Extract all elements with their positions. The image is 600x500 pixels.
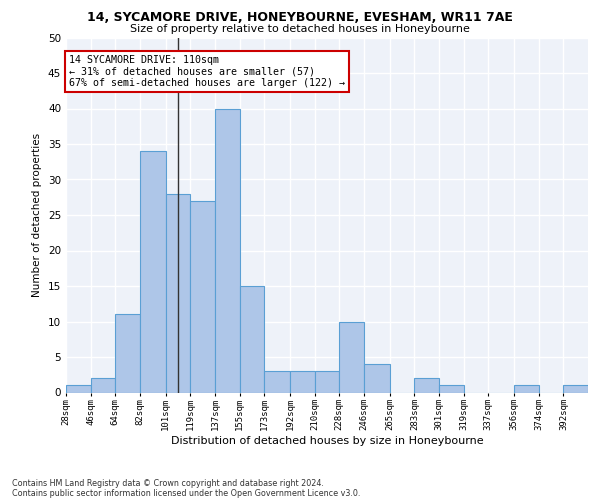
- Bar: [91, 378, 115, 392]
- Bar: [364, 364, 390, 392]
- Bar: [239, 286, 264, 393]
- Bar: [339, 322, 364, 392]
- Bar: [66, 386, 91, 392]
- Bar: [315, 371, 339, 392]
- Y-axis label: Number of detached properties: Number of detached properties: [32, 133, 43, 297]
- Bar: [140, 151, 166, 392]
- Text: 14, SYCAMORE DRIVE, HONEYBOURNE, EVESHAM, WR11 7AE: 14, SYCAMORE DRIVE, HONEYBOURNE, EVESHAM…: [87, 11, 513, 24]
- Bar: [190, 201, 215, 392]
- X-axis label: Distribution of detached houses by size in Honeybourne: Distribution of detached houses by size …: [170, 436, 484, 446]
- Text: Contains HM Land Registry data © Crown copyright and database right 2024.: Contains HM Land Registry data © Crown c…: [12, 478, 324, 488]
- Text: 14 SYCAMORE DRIVE: 110sqm
← 31% of detached houses are smaller (57)
67% of semi-: 14 SYCAMORE DRIVE: 110sqm ← 31% of detac…: [69, 55, 345, 88]
- Bar: [439, 386, 464, 392]
- Bar: [563, 386, 588, 392]
- Bar: [514, 386, 539, 392]
- Bar: [290, 371, 315, 392]
- Bar: [264, 371, 290, 392]
- Text: Contains public sector information licensed under the Open Government Licence v3: Contains public sector information licen…: [12, 488, 361, 498]
- Text: Size of property relative to detached houses in Honeybourne: Size of property relative to detached ho…: [130, 24, 470, 34]
- Bar: [115, 314, 140, 392]
- Bar: [415, 378, 439, 392]
- Bar: [166, 194, 190, 392]
- Bar: [215, 108, 239, 393]
